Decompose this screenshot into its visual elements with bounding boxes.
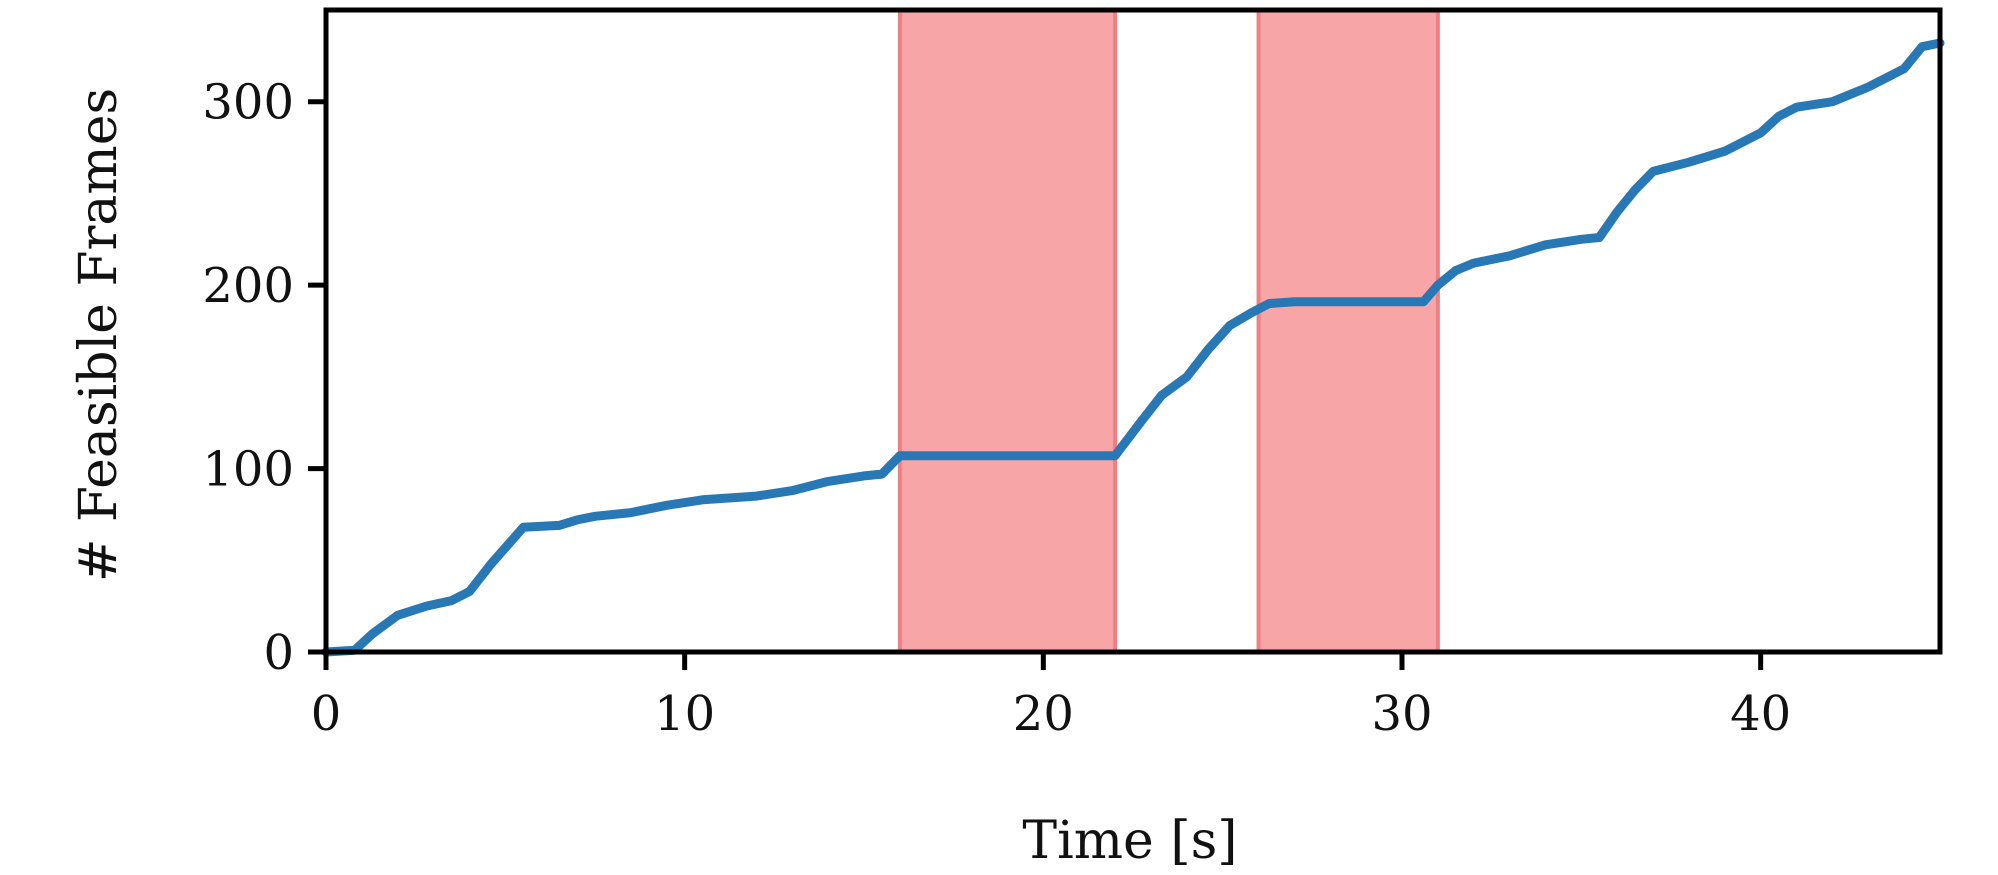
x-axis-ticks: 0 10 20 30 40 bbox=[311, 652, 1791, 742]
x-tick-label: 10 bbox=[654, 686, 715, 742]
y-axis-label: # Feasible Frames bbox=[69, 88, 129, 582]
x-tick-label: 40 bbox=[1730, 686, 1791, 742]
infeasible-intervals bbox=[897, 8, 1440, 654]
shaded-interval-2 bbox=[1256, 8, 1440, 654]
x-tick-label: 30 bbox=[1371, 686, 1432, 742]
y-tick-label: 100 bbox=[202, 442, 294, 498]
y-tick-label: 0 bbox=[263, 625, 294, 681]
x-tick-label: 20 bbox=[1013, 686, 1074, 742]
feasible-frames-line bbox=[321, 38, 1945, 657]
x-tick-label: 0 bbox=[311, 686, 342, 742]
y-tick-label: 300 bbox=[202, 75, 294, 131]
y-tick-label: 200 bbox=[202, 258, 294, 314]
shaded-interval-1 bbox=[897, 8, 1118, 654]
x-axis-label: Time [s] bbox=[1022, 811, 1237, 871]
plot-frame bbox=[323, 7, 1943, 655]
y-axis-ticks: 0 100 200 300 bbox=[202, 75, 326, 681]
